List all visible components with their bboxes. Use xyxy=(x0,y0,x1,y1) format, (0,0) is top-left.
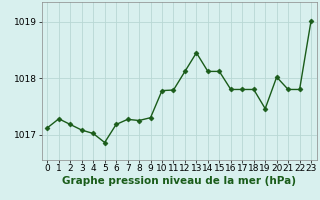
X-axis label: Graphe pression niveau de la mer (hPa): Graphe pression niveau de la mer (hPa) xyxy=(62,176,296,186)
